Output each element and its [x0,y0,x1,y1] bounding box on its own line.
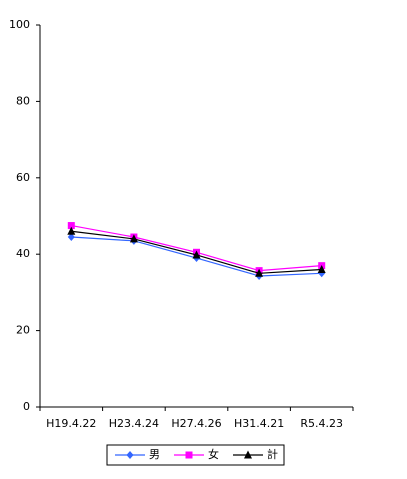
legend-label: 計 [267,447,278,461]
x-tick-label: H31.4.21 [234,417,284,430]
x-tick-label: H23.4.24 [109,417,159,430]
marker [129,234,138,243]
series-line [71,224,322,272]
marker [67,222,75,230]
y-tick-label: 20 [16,324,30,337]
x-tick-label: H19.4.22 [46,417,96,430]
marker [67,226,76,235]
marker [126,451,134,459]
legend-label: 女 [208,447,219,461]
y-tick-label: 100 [9,18,30,31]
marker [244,450,252,459]
x-tick-label: H27.4.26 [171,417,221,430]
y-tick-label: 60 [16,171,30,184]
y-tick-label: 0 [23,400,30,413]
y-tick-label: 80 [16,94,30,107]
marker [255,268,264,277]
marker [67,233,75,242]
y-tick-label: 40 [16,247,30,260]
marker [317,264,326,273]
marker [192,250,201,259]
x-tick-label: R5.4.23 [300,417,343,430]
marker [185,451,193,459]
legend-label: 男 [149,448,160,461]
